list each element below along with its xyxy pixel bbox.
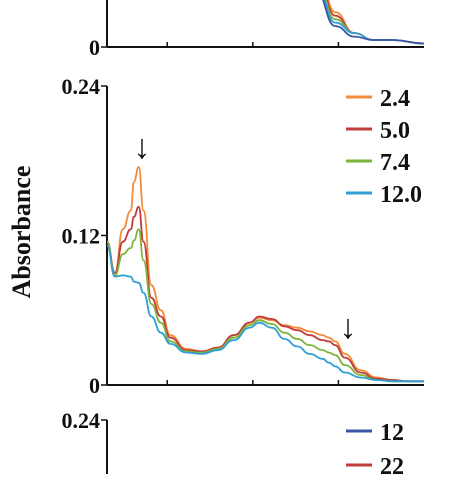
series-line (107, 166, 424, 383)
y-tick-label: 0.24 (62, 74, 101, 99)
annotation-arrow: ↓ (133, 129, 150, 166)
series-line (107, 205, 424, 383)
legend-label: 2.4 (380, 86, 410, 112)
y-tick-label: 0.24 (62, 408, 101, 433)
legend-label: 12.0 (380, 182, 422, 208)
series-line (107, 228, 424, 383)
annotation-arrow: ↓ (339, 309, 356, 346)
legend-label: 7.4 (380, 150, 410, 176)
y-tick-label: 0 (89, 35, 100, 60)
legend-label: 5.0 (380, 118, 410, 144)
series-line (326, 0, 425, 45)
legend-label: 22 (380, 454, 404, 474)
series-line (322, 0, 425, 45)
series-line (107, 244, 424, 383)
series-line (323, 0, 425, 45)
y-tick-label: 0.12 (62, 224, 101, 249)
legend-label: 12 (380, 420, 404, 446)
series-line (325, 0, 425, 45)
series-line (327, 0, 425, 45)
y-axis-label: Absorbance (7, 166, 36, 299)
y-tick-label: 0 (89, 373, 100, 398)
